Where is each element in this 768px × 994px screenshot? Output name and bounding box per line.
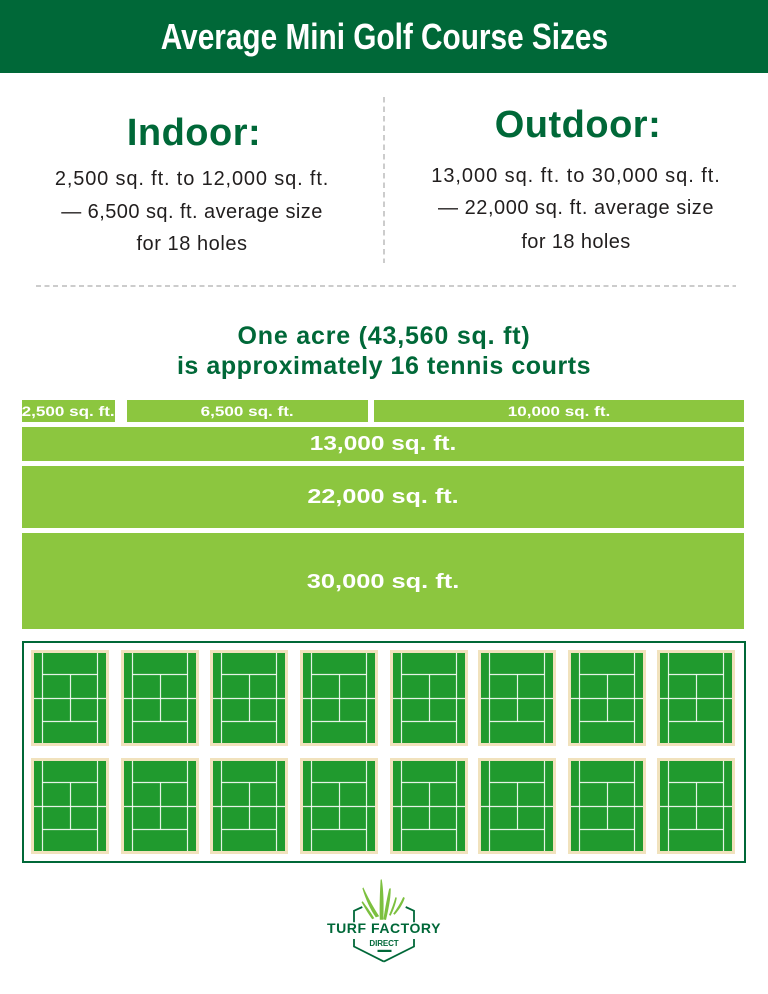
svg-text:DIRECT: DIRECT bbox=[369, 939, 398, 948]
svg-text:TURF FACTORY: TURF FACTORY bbox=[327, 920, 441, 936]
